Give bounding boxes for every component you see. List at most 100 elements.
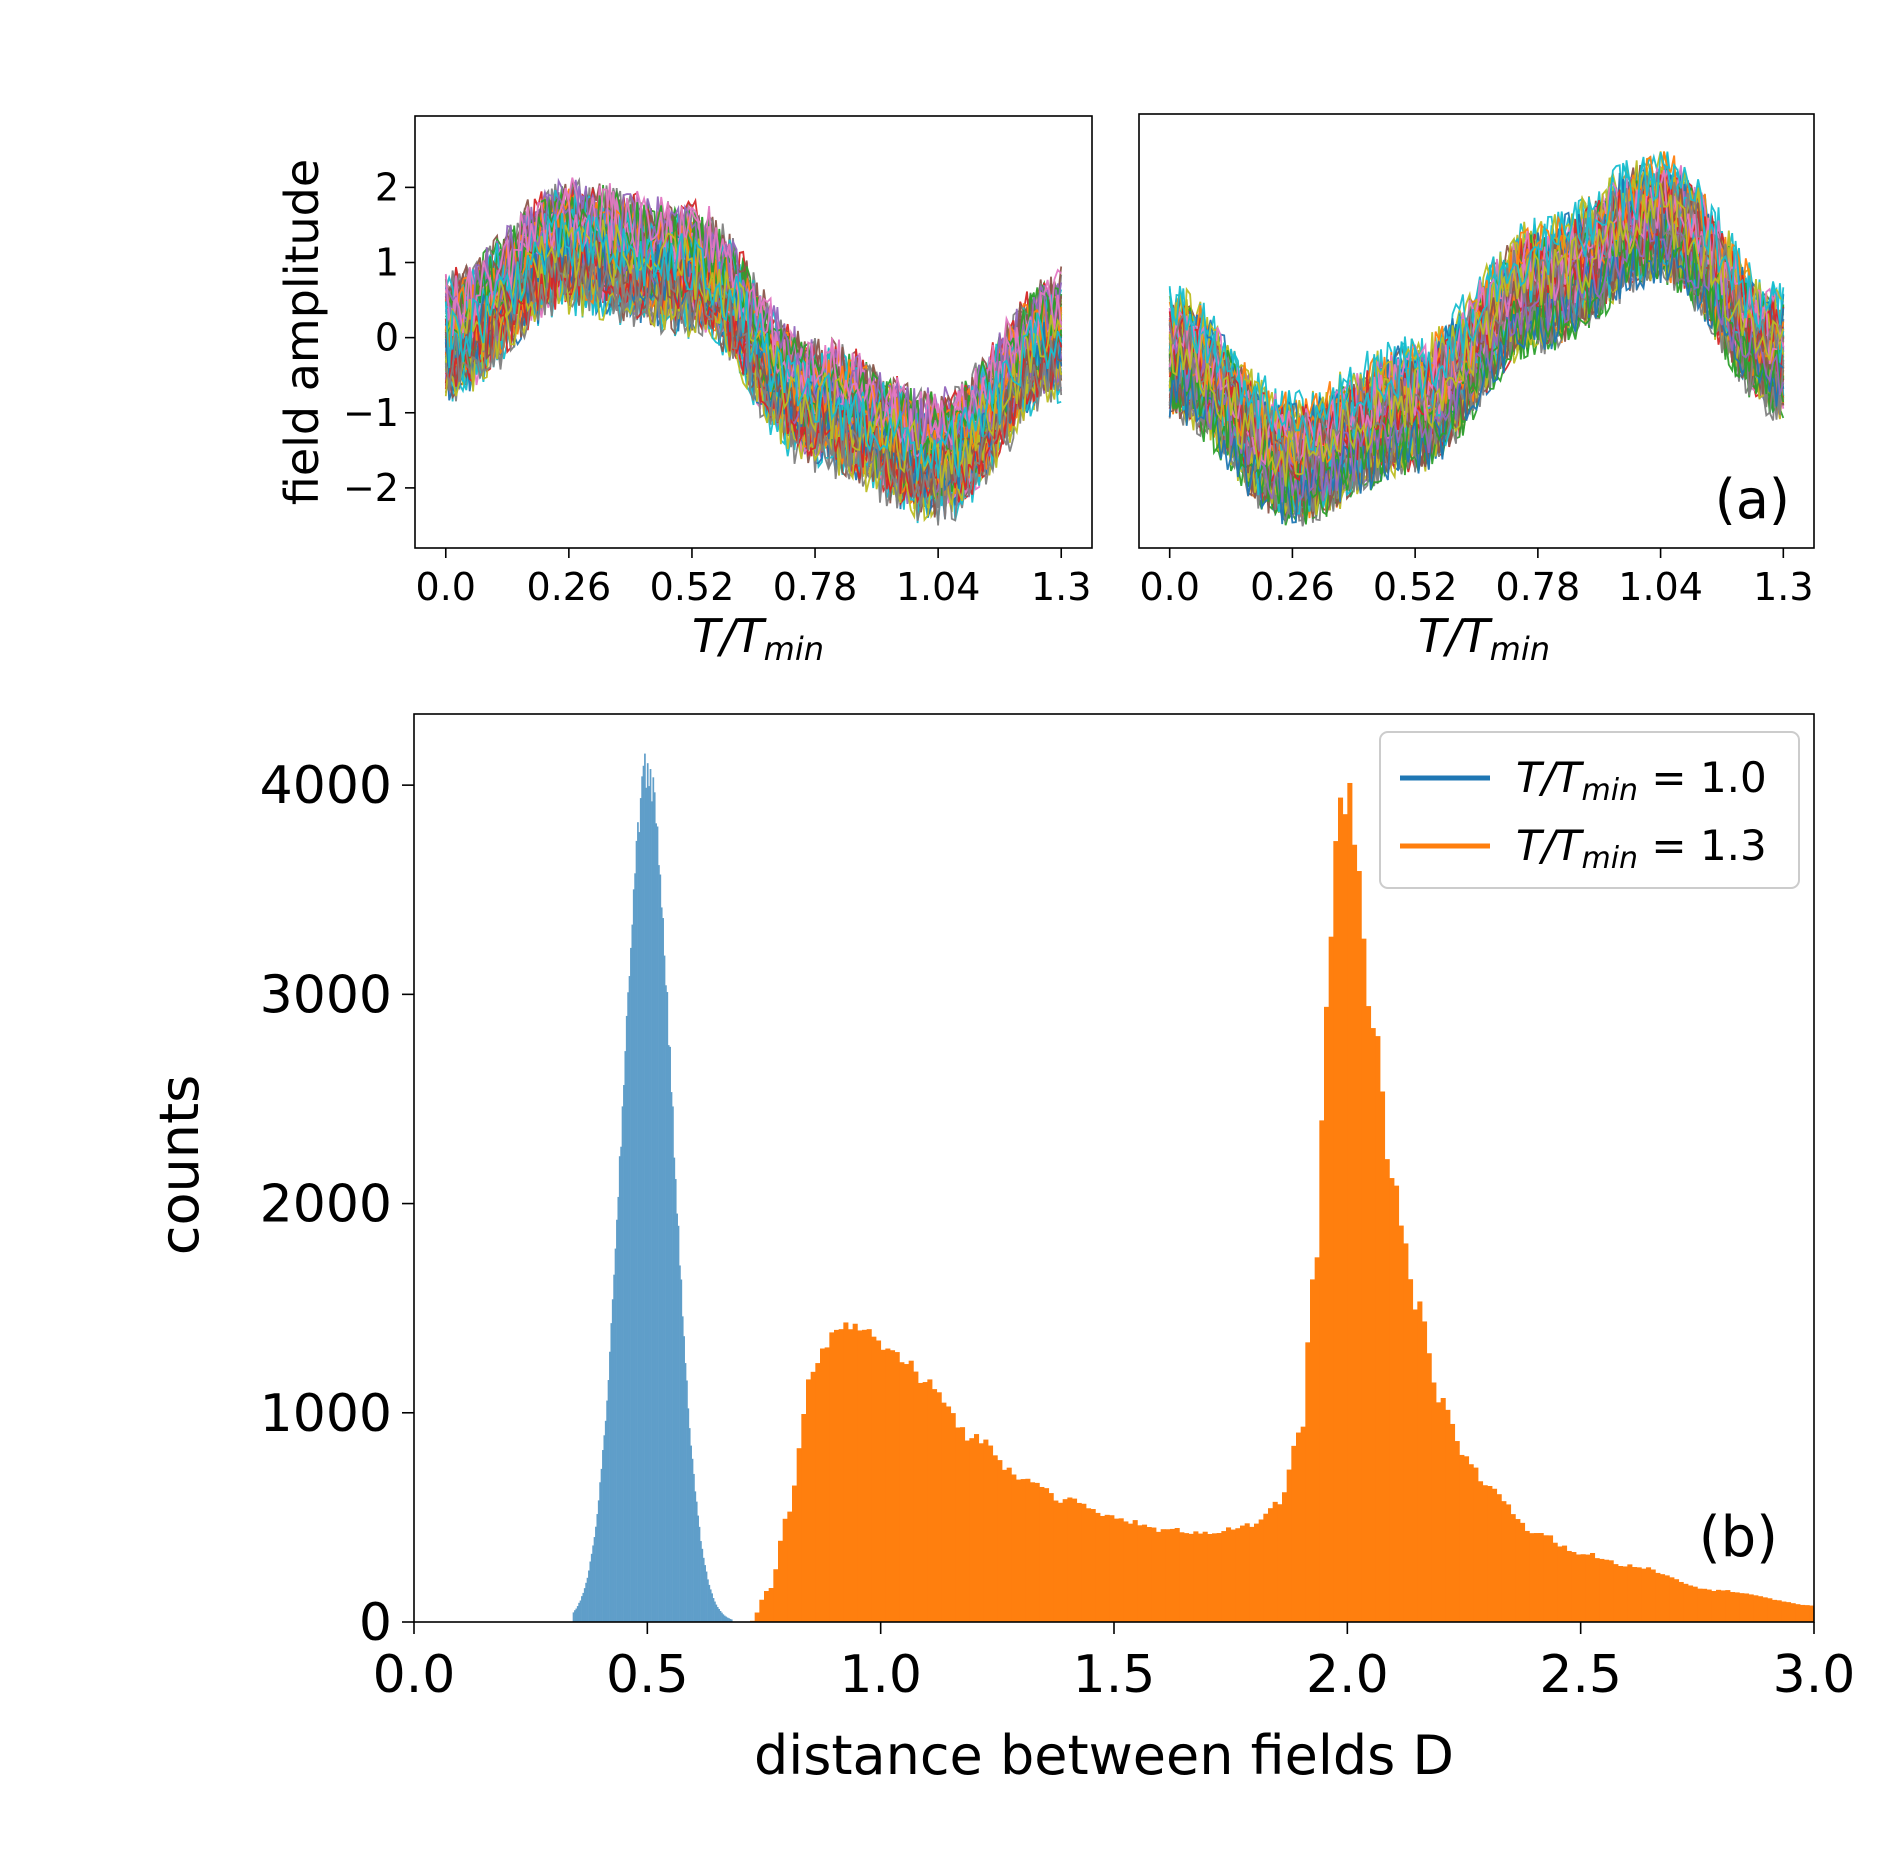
y-tick-label: −1 xyxy=(343,391,399,435)
histogram-bar-orange xyxy=(1655,1572,1661,1622)
histogram-bar-orange xyxy=(1338,797,1344,1622)
y-tick-label: 0 xyxy=(375,316,399,360)
y-tick-label: 3000 xyxy=(260,965,392,1025)
histogram-bar-orange xyxy=(1384,1159,1390,1622)
histogram-bar-blue xyxy=(662,918,664,1622)
legend-entry-blue: T/Tmin = 1.0 xyxy=(1516,753,1767,808)
y-tick-label: 2 xyxy=(375,165,399,209)
field-traces-right xyxy=(1168,151,1785,527)
histogram-bar-blue xyxy=(719,1610,722,1622)
histogram-bar-orange xyxy=(1510,1514,1516,1622)
histogram-bar-blue xyxy=(604,1420,607,1622)
histogram-bar-blue xyxy=(602,1450,604,1622)
histogram-bar-orange xyxy=(1347,782,1353,1622)
histogram-bar-blue xyxy=(581,1596,583,1622)
histogram-bar-blue xyxy=(670,1092,673,1622)
histogram-bar-orange xyxy=(1221,1531,1227,1622)
histogram-bar-orange xyxy=(1366,1006,1372,1622)
histogram-bar-orange xyxy=(1109,1515,1115,1622)
histogram-bar-blue xyxy=(630,947,632,1622)
histogram-bar-blue xyxy=(610,1323,613,1622)
histogram-bar-orange xyxy=(1608,1560,1614,1622)
histogram-bar-orange xyxy=(1492,1488,1498,1622)
histogram-bar-blue xyxy=(618,1156,621,1622)
histogram-bar-blue xyxy=(631,924,634,1622)
histogram-bar-orange xyxy=(1034,1482,1040,1622)
histogram-bar-orange xyxy=(1468,1464,1474,1622)
histogram-bar-orange xyxy=(1104,1514,1110,1622)
histogram-bar-orange xyxy=(1720,1590,1726,1622)
histogram-bar-orange xyxy=(1767,1598,1773,1622)
histogram-bar-orange xyxy=(1081,1503,1087,1622)
histogram-bar-orange xyxy=(1753,1595,1759,1622)
histogram-bar-orange xyxy=(1006,1467,1012,1622)
histogram-bar-blue xyxy=(694,1491,697,1622)
histogram-bars xyxy=(572,753,1814,1622)
y-axis-label-left: field amplitude xyxy=(275,159,329,505)
histogram-bar-orange xyxy=(1739,1593,1745,1622)
panel-label-a: (a) xyxy=(1715,468,1790,531)
histogram-bar-orange xyxy=(1594,1558,1600,1622)
histogram-bar-orange xyxy=(1100,1515,1106,1622)
histogram-bar-orange xyxy=(1412,1309,1418,1622)
histogram-bar-orange xyxy=(1230,1529,1236,1622)
histogram-bar-orange xyxy=(969,1438,975,1622)
histogram-bar-orange xyxy=(1403,1243,1409,1622)
histogram-bar-blue xyxy=(651,801,653,1622)
x-tick-label: 1.5 xyxy=(1073,1645,1156,1705)
histogram-bar-blue xyxy=(711,1593,713,1622)
histogram-bar-blue xyxy=(588,1570,590,1622)
histogram-bar-blue xyxy=(693,1473,695,1622)
field-trace xyxy=(1169,212,1784,517)
histogram-bar-orange xyxy=(1622,1566,1628,1622)
histogram-bar-orange xyxy=(1548,1535,1554,1622)
histogram-bar-blue xyxy=(705,1571,708,1622)
histogram-bar-orange xyxy=(1454,1441,1460,1622)
histogram-bar-blue xyxy=(690,1445,692,1622)
histogram-bar-orange xyxy=(1417,1301,1423,1622)
histogram-bar-orange xyxy=(1226,1527,1232,1622)
histogram-bar-orange xyxy=(820,1348,826,1622)
histogram-bar-blue xyxy=(589,1561,592,1622)
histogram-bar-blue xyxy=(613,1274,615,1622)
histogram-bar-orange xyxy=(1394,1185,1400,1622)
histogram-bar-orange xyxy=(1809,1605,1814,1622)
histogram-bar-orange xyxy=(759,1599,765,1622)
histogram-bar-blue xyxy=(709,1589,712,1622)
histogram-bar-orange xyxy=(834,1329,840,1622)
histogram-bar-blue xyxy=(632,889,635,1622)
histogram-bar-blue xyxy=(697,1515,699,1622)
histogram-bar-orange xyxy=(918,1382,924,1622)
histogram-bar-orange xyxy=(1702,1588,1708,1622)
histogram-bar-orange xyxy=(960,1427,966,1622)
x-tick-label: 0.52 xyxy=(650,565,735,609)
histogram-bar-orange xyxy=(1408,1279,1414,1622)
histogram-bar-orange xyxy=(796,1448,802,1622)
histogram-bar-orange xyxy=(1450,1423,1456,1622)
x-axis-label-right: T/Tmin xyxy=(1418,609,1550,668)
histogram-bar-orange xyxy=(1300,1426,1306,1622)
axes-frame-left xyxy=(414,115,1093,549)
histogram-bar-blue xyxy=(722,1614,725,1622)
y-tick-label: 4000 xyxy=(260,756,392,816)
histogram-bar-orange xyxy=(1776,1600,1782,1622)
histogram-bar-orange xyxy=(1669,1577,1675,1622)
histogram-bar-blue xyxy=(723,1615,726,1622)
histogram-bar-orange xyxy=(1585,1554,1591,1622)
x-ticks-right: 0.0 0.26 0.52 0.78 1.04 1.3 xyxy=(1139,548,1814,609)
histogram-bar-orange xyxy=(932,1389,938,1622)
histogram-bar-blue xyxy=(639,798,642,1622)
histogram-bar-orange xyxy=(1207,1534,1213,1622)
histogram-bar-orange xyxy=(946,1406,952,1622)
histogram-bar-orange xyxy=(1249,1526,1255,1622)
histogram-bar-orange xyxy=(1193,1531,1199,1622)
histogram-bar-orange xyxy=(1786,1602,1792,1622)
histogram-bar-orange xyxy=(1557,1546,1563,1622)
histogram-bar-blue xyxy=(592,1545,594,1622)
histogram-bar-orange xyxy=(764,1591,770,1622)
histogram-bar-blue xyxy=(715,1604,718,1622)
histogram-bar-orange xyxy=(1678,1581,1684,1622)
histogram-bar-blue xyxy=(585,1582,587,1622)
x-tick-label: 0.0 xyxy=(373,1645,456,1705)
